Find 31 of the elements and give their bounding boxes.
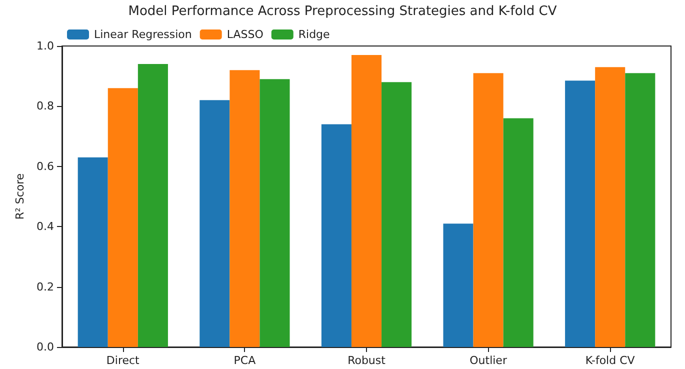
- bar: [200, 100, 230, 347]
- bar: [565, 80, 596, 347]
- x-tick-label: Outlier: [470, 354, 508, 367]
- bar: [503, 118, 534, 347]
- bar: [382, 82, 412, 347]
- bar: [625, 73, 656, 347]
- legend-label: Linear Regression: [94, 28, 192, 41]
- chart-title: Model Performance Across Preprocessing Strategies and K-fold CV: [128, 4, 557, 19]
- x-tick-label: Direct: [106, 354, 140, 367]
- x-tick-label: PCA: [234, 354, 256, 367]
- legend-label: Ridge: [298, 28, 330, 41]
- y-tick-label: 0.4: [36, 220, 54, 234]
- y-tick-label: 0.6: [36, 160, 54, 173]
- bar: [78, 157, 108, 347]
- bar: [595, 67, 626, 347]
- legend-label: LASSO: [226, 28, 264, 41]
- bar: [230, 70, 260, 347]
- bar: [108, 88, 138, 347]
- bar: [443, 224, 474, 347]
- y-tick-label: 0.0: [36, 340, 54, 354]
- bar: [260, 79, 290, 347]
- x-tick-label: K-fold CV: [585, 354, 636, 367]
- bar: [473, 73, 504, 347]
- y-tick-label: 0.8: [36, 100, 54, 113]
- bar: [321, 124, 352, 347]
- y-tick-label: 1.0: [36, 40, 54, 52]
- bar: [351, 55, 382, 347]
- y-tick-label: 0.2: [36, 280, 54, 294]
- x-tick-label: Robust: [348, 354, 386, 367]
- y-axis-title: R² Score: [14, 173, 27, 220]
- bar: [138, 64, 168, 347]
